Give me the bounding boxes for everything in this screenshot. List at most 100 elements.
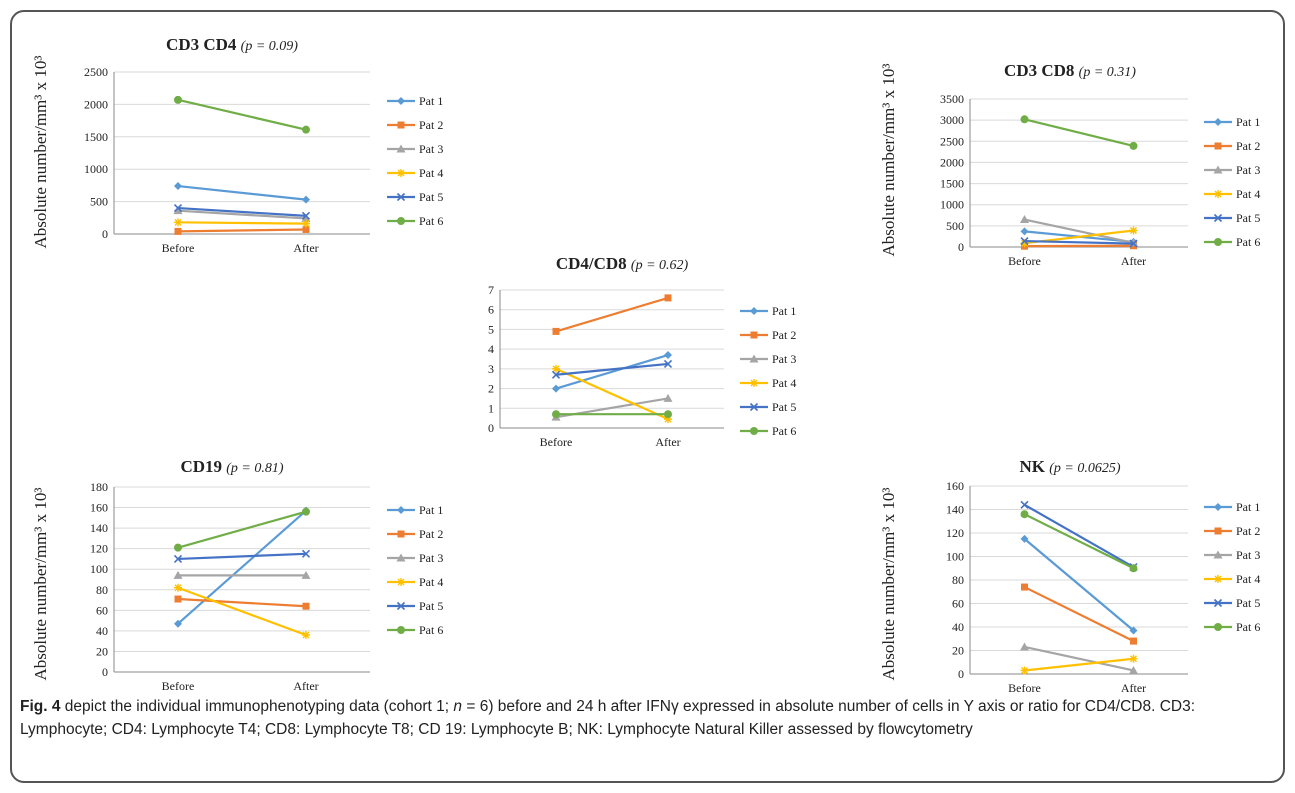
legend-marker — [397, 626, 405, 634]
legend-marker — [1214, 503, 1222, 511]
data-point — [174, 95, 182, 104]
caption-label: Fig. 4 — [20, 698, 61, 715]
series-line — [1024, 218, 1134, 244]
y-axis-label: Absolute number/mm³ x 10³ — [31, 56, 50, 249]
legend-label: Pat 5 — [1236, 596, 1260, 610]
data-point — [173, 206, 183, 215]
series-line — [177, 552, 307, 561]
legend-marker — [749, 402, 759, 412]
legend-label: Pat 3 — [419, 551, 443, 565]
figure-charts: CD3 CD4 (p = 0.09)05001000150020002500Be… — [31, 35, 1260, 692]
y-tick-label: 2500 — [84, 65, 108, 79]
y-tick-label: 160 — [90, 501, 108, 515]
data-point — [552, 384, 560, 393]
y-tick-label: 1000 — [940, 198, 964, 212]
y-axis-label: Absolute number/mm³ x 10³ — [31, 488, 50, 681]
data-point — [1020, 500, 1029, 509]
legend-marker — [750, 307, 758, 315]
series-line — [177, 597, 307, 608]
data-point — [174, 583, 182, 592]
data-point — [174, 227, 182, 235]
data-point — [664, 410, 672, 419]
legend-marker — [397, 578, 405, 586]
legend-label: Pat 6 — [1236, 235, 1260, 249]
legend-marker — [750, 331, 758, 339]
legend-label: Pat 2 — [1236, 139, 1260, 153]
caption-text-1: depict the individual immunophenotyping … — [60, 698, 454, 715]
legend-marker — [396, 601, 406, 611]
chart-title-text: CD4/CD8 — [556, 254, 631, 273]
data-point — [1129, 239, 1138, 248]
chart-pvalue: (p = 0.09) — [241, 39, 299, 54]
series-line — [177, 206, 307, 217]
series-line — [1023, 538, 1135, 632]
legend-marker — [396, 192, 406, 202]
data-point — [302, 125, 310, 134]
legend-label: Pat 3 — [419, 142, 443, 156]
y-tick-label: 0 — [958, 240, 964, 254]
x-tick-label: After — [655, 435, 680, 449]
x-tick-label: After — [1121, 681, 1146, 692]
data-point — [302, 602, 310, 610]
series-line — [1024, 645, 1134, 672]
legend-marker — [1213, 165, 1223, 174]
series-line — [177, 98, 307, 131]
data-point — [552, 364, 560, 373]
data-point — [663, 359, 673, 368]
data-point — [1021, 583, 1028, 591]
y-axis-label: Absolute number/mm³ x 10³ — [879, 488, 898, 681]
y-tick-label: 0 — [102, 227, 108, 241]
legend-marker — [1214, 142, 1222, 150]
data-point — [1020, 666, 1029, 675]
series-line — [177, 221, 307, 225]
legend-label: Pat 2 — [772, 328, 796, 342]
data-point — [173, 204, 183, 213]
legend-label: Pat 1 — [1236, 115, 1260, 129]
y-tick-label: 1 — [488, 401, 494, 415]
series-line — [555, 362, 669, 376]
x-tick-label: After — [293, 679, 318, 692]
data-point — [551, 370, 561, 379]
data-point — [664, 294, 672, 302]
chart-title: CD3 CD4 (p = 0.09) — [166, 35, 298, 54]
legend-marker — [1214, 238, 1222, 246]
y-tick-label: 160 — [946, 479, 964, 493]
data-point — [1020, 237, 1029, 246]
data-point — [1129, 564, 1138, 573]
data-point — [664, 351, 672, 360]
y-tick-label: 20 — [952, 644, 964, 658]
series-line — [1024, 239, 1134, 245]
data-point — [1130, 637, 1137, 645]
x-tick-label: Before — [540, 435, 573, 449]
data-point — [302, 195, 310, 204]
chart-title-text: CD3 CD8 — [1004, 61, 1079, 80]
y-tick-label: 40 — [952, 620, 964, 634]
series-line — [1024, 118, 1134, 148]
series-line — [177, 586, 307, 637]
legend-label: Pat 1 — [419, 503, 443, 517]
data-point — [1020, 510, 1029, 519]
data-point — [552, 410, 560, 419]
chart-pvalue: (p = 0.31) — [1079, 65, 1137, 80]
legend-label: Pat 3 — [772, 352, 796, 366]
y-tick-label: 3 — [488, 362, 494, 376]
x-tick-label: After — [293, 241, 318, 255]
y-tick-label: 7 — [488, 283, 494, 297]
data-point — [664, 415, 672, 424]
series-line — [177, 228, 307, 233]
data-point — [552, 327, 560, 335]
chart-pvalue: (p = 0.81) — [226, 461, 284, 476]
data-point — [1020, 642, 1029, 651]
legend-label: Pat 6 — [419, 623, 443, 637]
data-point — [301, 213, 311, 222]
data-point — [663, 393, 673, 402]
y-tick-label: 6 — [488, 303, 494, 317]
data-point — [302, 507, 310, 516]
legend-label: Pat 4 — [772, 376, 796, 390]
data-point — [302, 225, 310, 233]
legend-marker — [1213, 213, 1223, 223]
y-tick-label: 0 — [488, 421, 494, 435]
legend-marker — [749, 354, 759, 363]
chart-cd19: CD19 (p = 0.81) 0 20 40 60 80 100 120 140 160 180 B… — [31, 457, 443, 692]
legend-marker — [396, 553, 406, 562]
